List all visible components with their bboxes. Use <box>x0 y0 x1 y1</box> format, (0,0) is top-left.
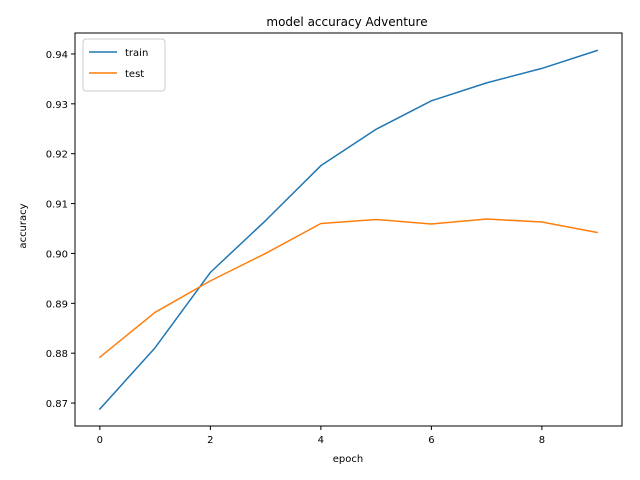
x-tick-label: 4 <box>318 435 324 446</box>
y-tick-label: 0.89 <box>46 299 68 310</box>
y-tick-label: 0.90 <box>46 249 68 260</box>
legend-label-train: train <box>125 48 148 59</box>
x-tick-label: 2 <box>207 435 213 446</box>
x-tick-label: 0 <box>97 435 103 446</box>
x-axis-title: epoch <box>333 454 363 465</box>
y-axis-title: accuracy <box>18 203 29 248</box>
series-layer <box>98 49 599 411</box>
y-tick-label: 0.93 <box>46 100 68 111</box>
chart-title: model accuracy Adventure <box>266 15 427 29</box>
x-tick-label: 6 <box>428 435 434 446</box>
series-line-train <box>98 49 599 411</box>
legend: train test <box>82 38 166 92</box>
y-tick-label: 0.88 <box>46 349 68 360</box>
axes-frame <box>74 32 623 427</box>
y-tick-label: 0.87 <box>46 399 68 410</box>
x-axis-ticks: 0 2 4 6 8 <box>97 426 545 446</box>
y-axis-ticks: 0.87 0.88 0.89 0.90 0.91 0.92 0.93 0.94 <box>46 50 75 410</box>
y-tick-label: 0.94 <box>46 50 68 61</box>
series-line-test <box>98 218 599 359</box>
y-tick-label: 0.92 <box>46 150 68 161</box>
y-tick-label: 0.91 <box>46 200 68 211</box>
legend-box <box>82 38 166 92</box>
legend-label-test: test <box>125 69 144 80</box>
x-tick-label: 8 <box>539 435 545 446</box>
